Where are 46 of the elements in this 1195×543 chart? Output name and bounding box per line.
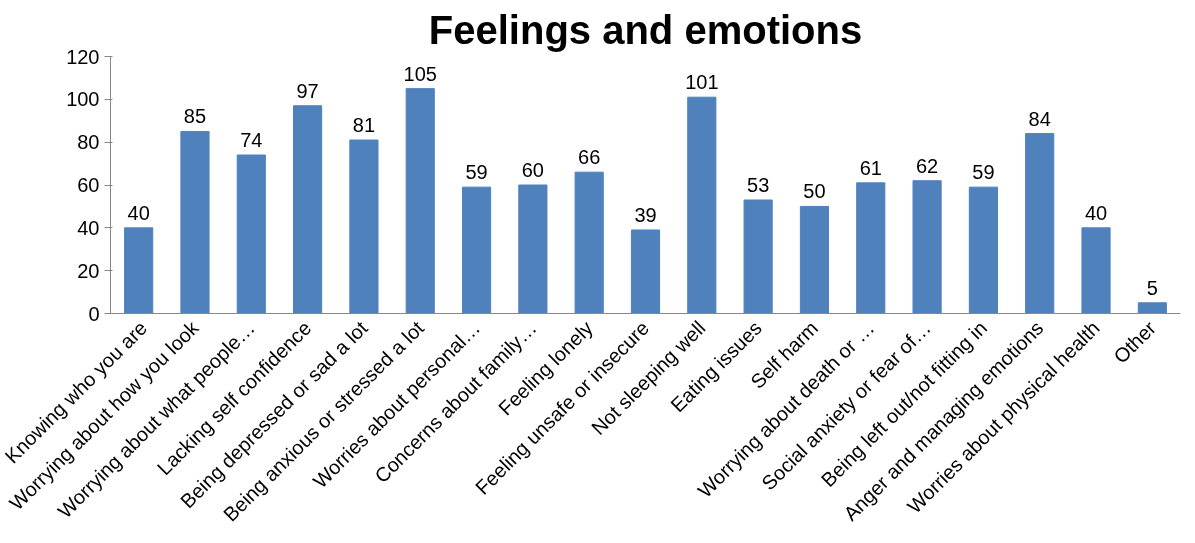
bar (349, 139, 379, 314)
data-label: 84 (1028, 107, 1051, 130)
bar (856, 182, 886, 314)
bar (180, 130, 210, 314)
data-label: 62 (915, 154, 939, 177)
data-label: 50 (803, 180, 826, 203)
bar (293, 105, 323, 314)
data-label: 40 (1084, 201, 1108, 224)
bar (799, 205, 830, 314)
bar (743, 199, 773, 314)
data-label: 81 (352, 114, 376, 137)
data-label: 61 (859, 156, 882, 179)
y-tick-label: 80 (77, 131, 100, 154)
data-label: 39 (634, 203, 657, 226)
chart-title: Feelings and emotions (428, 7, 863, 52)
data-label: 53 (747, 173, 770, 196)
bar (405, 88, 435, 314)
y-tick-label: 0 (88, 302, 100, 325)
data-label: 97 (296, 79, 319, 102)
bar (574, 171, 604, 314)
data-label: 105 (403, 62, 437, 85)
data-label: 85 (183, 105, 207, 128)
y-tick-label: 120 (66, 45, 100, 68)
y-tick-label: 60 (77, 174, 100, 196)
data-label: 60 (521, 159, 544, 181)
y-tick-label: 40 (77, 216, 100, 239)
data-label: 40 (127, 201, 150, 224)
bar (912, 180, 942, 314)
bar (968, 186, 998, 314)
data-label: 101 (685, 71, 719, 94)
data-label: 59 (972, 161, 995, 184)
y-tick-label: 20 (77, 259, 100, 282)
data-label: 74 (240, 129, 263, 152)
data-label: 5 (1146, 276, 1158, 299)
bar (1137, 302, 1167, 314)
bar (687, 96, 717, 314)
bar (630, 229, 661, 314)
bar (236, 154, 266, 314)
bar (461, 186, 492, 314)
bar (1081, 227, 1111, 314)
bar (124, 227, 154, 314)
bar (1025, 133, 1055, 314)
y-tick-label: 100 (66, 88, 100, 111)
data-label: 66 (578, 146, 601, 169)
data-label: 59 (465, 161, 488, 184)
bar (518, 184, 548, 314)
